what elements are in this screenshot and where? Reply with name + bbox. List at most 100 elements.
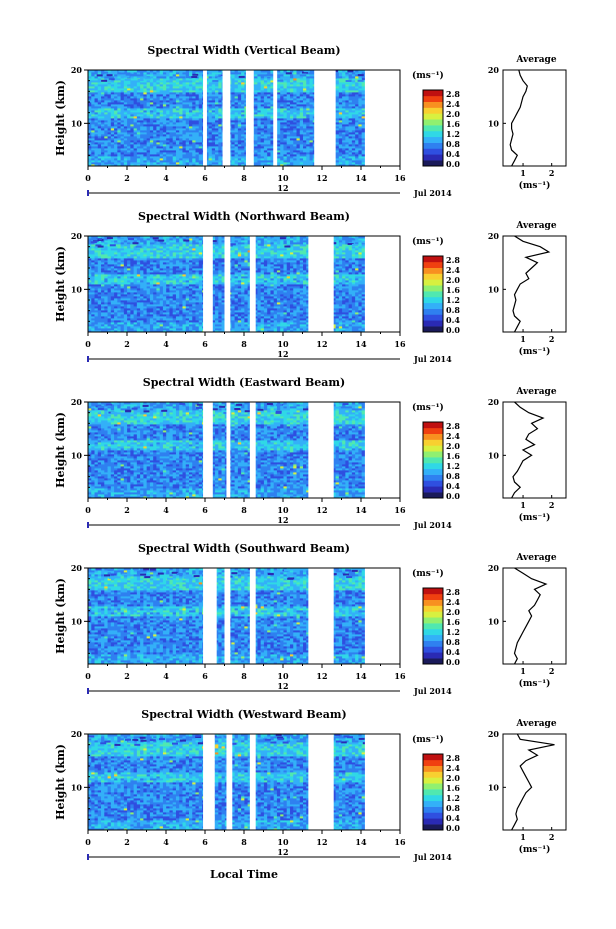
x-tick-label: 0 (85, 505, 91, 515)
x-tick-label: 16 (394, 505, 406, 515)
panel-title: Spectral Width (Eastward Beam) (143, 376, 345, 389)
colorbar-tick-label: 0.4 (446, 481, 460, 491)
colorbar-segment (423, 148, 443, 154)
colorbar-tick-label: 2.0 (446, 441, 460, 451)
avg-x-tick-label: 1 (520, 168, 526, 178)
colorbar-tick-label: 1.2 (446, 627, 460, 637)
colorbar-segment (423, 795, 443, 801)
avg-x-label: (ms⁻¹) (519, 678, 551, 689)
colorbar-tick-label: 0.0 (446, 159, 460, 169)
avg-y-tick-label: 10 (488, 450, 500, 460)
colorbar-segment (423, 326, 443, 332)
data-gap (225, 236, 231, 332)
data-gap (308, 734, 333, 830)
panel-3: Spectral Width (Southward Beam)2010Heigh… (54, 542, 566, 696)
x-tick-label: 10 (277, 173, 289, 183)
colorbar-segment (423, 766, 443, 772)
colorbar-segment (423, 422, 443, 428)
x-tick-label: 16 (394, 671, 406, 681)
y-tick-label: 10 (71, 450, 83, 460)
colorbar-segment (423, 256, 443, 262)
y-axis-label: Height (km) (54, 246, 67, 322)
x-tick-label: 10 (277, 339, 289, 349)
colorbar-segment (423, 807, 443, 813)
panel-0: Spectral Width (Vertical Beam)2010Height… (54, 44, 566, 198)
day-label: 12 (277, 847, 288, 857)
colorbar-unit: (ms⁻¹) (412, 568, 444, 579)
average-title: Average (515, 553, 556, 563)
average-profile-line (512, 402, 543, 498)
colorbar-segment (423, 658, 443, 664)
colorbar-segment (423, 434, 443, 440)
average-profile-line (513, 236, 549, 332)
avg-y-tick-label: 10 (488, 616, 500, 626)
avg-x-tick-label: 2 (549, 832, 555, 842)
colorbar-tick-label: 1.6 (446, 451, 460, 461)
colorbar-tick-label: 0.8 (446, 471, 460, 481)
colorbar-tick-label: 2.0 (446, 773, 460, 783)
date-label: Jul 2014 (413, 852, 452, 862)
colorbar-segment (423, 445, 443, 451)
colorbar-segment (423, 635, 443, 641)
y-tick-label: 20 (71, 563, 83, 573)
data-gap (203, 70, 207, 166)
colorbar-unit: (ms⁻¹) (412, 236, 444, 247)
panel-1: Spectral Width (Northward Beam)2010Heigh… (54, 210, 566, 364)
x-tick-label: 8 (241, 339, 247, 349)
data-gap (203, 568, 217, 664)
date-label: Jul 2014 (413, 520, 452, 530)
y-tick-label: 20 (71, 65, 83, 75)
average-profile-line (510, 70, 527, 166)
colorbar-segment (423, 760, 443, 766)
average-profile-line (512, 734, 555, 830)
avg-x-label: (ms⁻¹) (519, 346, 551, 357)
x-tick-label: 6 (202, 671, 208, 681)
x-tick-label: 14 (355, 671, 367, 681)
colorbar-tick-label: 1.2 (446, 129, 460, 139)
data-gap (223, 70, 231, 166)
data-gap (225, 568, 231, 664)
colorbar-segment (423, 309, 443, 315)
colorbar-tick-label: 2.8 (446, 421, 460, 431)
avg-y-tick-label: 10 (488, 284, 500, 294)
avg-x-tick-label: 2 (549, 168, 555, 178)
colorbar-segment (423, 623, 443, 629)
colorbar-segment (423, 469, 443, 475)
day-label: 12 (277, 515, 288, 525)
x-tick-label: 8 (241, 671, 247, 681)
avg-x-tick-label: 1 (520, 500, 526, 510)
x-tick-label: 12 (316, 837, 327, 847)
colorbar-segment (423, 617, 443, 623)
colorbar-segment (423, 463, 443, 469)
panel-title: Spectral Width (Southward Beam) (138, 542, 350, 555)
colorbar-tick-label: 2.0 (446, 607, 460, 617)
data-gap (308, 568, 333, 664)
colorbar-segment (423, 451, 443, 457)
colorbar-segment (423, 480, 443, 486)
data-gap (203, 236, 213, 332)
colorbar-segment (423, 137, 443, 143)
average-title: Average (515, 55, 556, 65)
colorbar-segment (423, 440, 443, 446)
avg-y-tick-label: 10 (488, 118, 500, 128)
panel-title: Spectral Width (Vertical Beam) (147, 44, 340, 57)
colorbar-tick-label: 0.0 (446, 823, 460, 833)
x-tick-label: 2 (124, 671, 130, 681)
x-tick-label: 10 (277, 505, 289, 515)
date-label: Jul 2014 (413, 354, 452, 364)
date-label: Jul 2014 (413, 686, 452, 696)
colorbar-tick-label: 1.6 (446, 783, 460, 793)
colorbar-segment (423, 475, 443, 481)
colorbar-segment (423, 801, 443, 807)
x-tick-label: 16 (394, 339, 406, 349)
data-gap (308, 402, 333, 498)
average-title: Average (515, 221, 556, 231)
colorbar-tick-label: 1.2 (446, 461, 460, 471)
x-tick-label: 0 (85, 339, 91, 349)
x-tick-label: 12 (316, 505, 327, 515)
average-title: Average (515, 387, 556, 397)
colorbar-segment (423, 303, 443, 309)
colorbar-unit: (ms⁻¹) (412, 734, 444, 745)
colorbar-tick-label: 2.4 (446, 763, 460, 773)
colorbar-unit: (ms⁻¹) (412, 70, 444, 81)
